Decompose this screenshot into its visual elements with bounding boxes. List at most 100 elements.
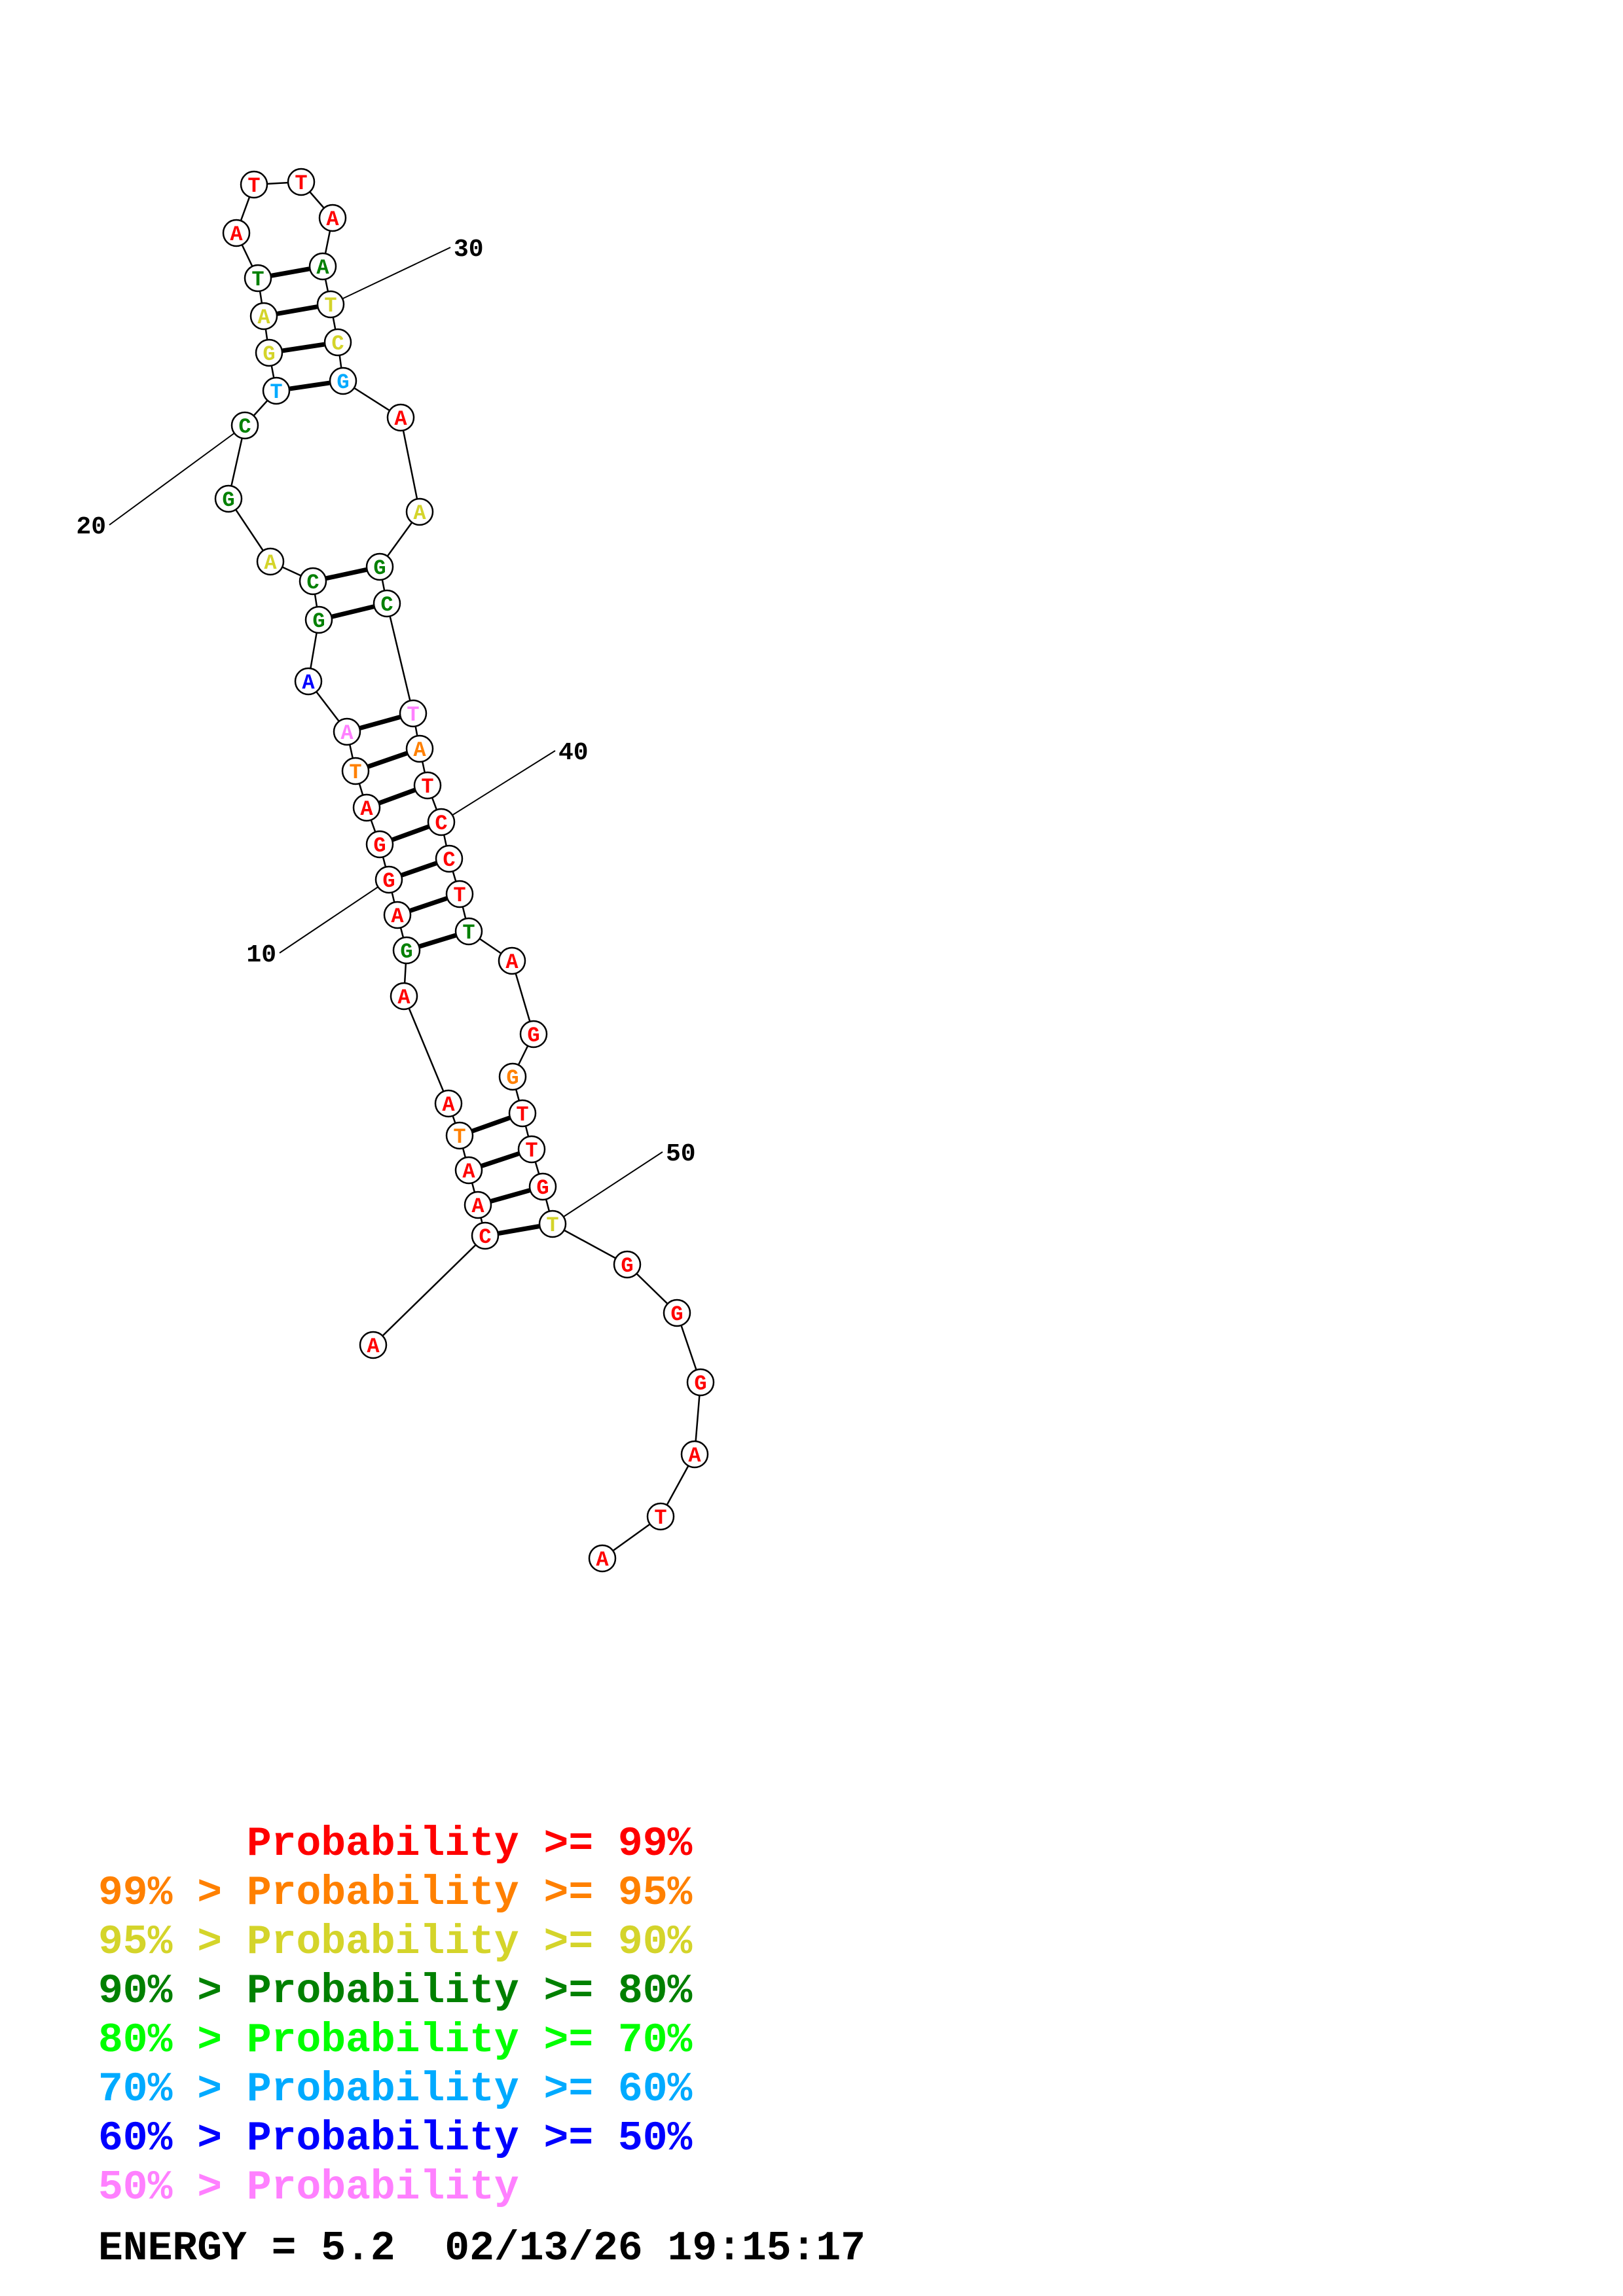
nucleotide-base: G — [337, 370, 349, 395]
nucleotide-circle — [222, 219, 251, 247]
nucleotide-20: C — [230, 411, 259, 440]
base-pair-bond — [289, 380, 330, 391]
nucleotide-circle — [316, 290, 345, 319]
nucleotide-56: A — [588, 1544, 617, 1573]
nucleotide-base: G — [373, 556, 386, 581]
nucleotide-circle — [663, 1299, 691, 1327]
nucleotide-circle — [405, 497, 434, 526]
nucleotide-base: C — [443, 848, 455, 872]
nucleotide-16: G — [304, 605, 333, 634]
nucleotide-4: A — [454, 1156, 483, 1185]
nucleotide-base: G — [263, 342, 275, 367]
nucleotide-circle — [249, 302, 278, 331]
position-number: 20 — [76, 513, 106, 541]
nucleotide-base: A — [413, 738, 426, 762]
base-pair-bond — [419, 933, 456, 949]
nucleotide-circle — [323, 328, 352, 357]
nucleotide-base: T — [247, 174, 260, 198]
nucleotide-base: A — [326, 207, 339, 232]
nucleotide-21: T — [262, 376, 291, 405]
base-pair-bond — [392, 824, 429, 842]
nucleotide-base: G — [694, 1372, 706, 1396]
base-pair-bond — [367, 751, 408, 769]
nucleotide-42: T — [445, 880, 474, 908]
number-tick — [109, 425, 246, 526]
nucleotide-circle — [464, 1191, 492, 1219]
nucleotide-base: A — [442, 1093, 455, 1117]
base-pair-bond — [378, 787, 416, 806]
position-number: 50 — [666, 1140, 696, 1168]
nucleotide-circle — [373, 589, 401, 618]
legend-row: 80% > Probability >= 70% — [98, 2017, 693, 2064]
base-pair-bond — [359, 715, 401, 730]
base-pair-bond — [282, 342, 325, 353]
position-number: 40 — [558, 739, 589, 767]
nucleotide-circle — [390, 982, 418, 1011]
nucleotide-3: A — [464, 1191, 492, 1219]
nucleotide-circle — [230, 411, 259, 440]
nucleotide-35: G — [365, 552, 394, 581]
base-pair-bond — [481, 1151, 520, 1168]
nucleotide-base: A — [257, 306, 270, 330]
nucleotide-base: G — [373, 834, 386, 858]
nucleotide-base: C — [306, 571, 319, 595]
nucleotide-51: G — [613, 1250, 642, 1279]
nucleotide-circle — [255, 338, 283, 367]
nucleotide-1: A — [359, 1331, 388, 1359]
nucleotide-base: C — [435, 812, 447, 836]
nucleotide-base: T — [453, 1125, 465, 1149]
base-pair-bond — [331, 604, 374, 619]
nucleotide-circle — [262, 376, 291, 405]
legend-row: 50% > Probability — [98, 2164, 519, 2211]
base-pair-bond — [401, 861, 437, 878]
nucleotide-circle — [680, 1440, 709, 1469]
nucleotide-circle — [427, 808, 456, 836]
nucleotide-base: G — [400, 940, 412, 964]
nucleotide-base: T — [407, 703, 419, 727]
nucleotide-28: A — [318, 204, 347, 232]
nucleotide-39: T — [413, 771, 442, 800]
nucleotide-circle — [294, 667, 323, 696]
nucleotide-base: C — [331, 332, 344, 356]
energy-footer: ENERGY = 5.2 02/13/26 19:15:17 — [98, 2225, 866, 2272]
nucleotide-circle — [383, 901, 412, 929]
nucleotide-29: A — [308, 252, 337, 281]
nucleotide-23: A — [249, 302, 278, 331]
nucleotide-circle — [454, 1156, 483, 1185]
nucleotide-30: T — [316, 290, 345, 319]
nucleotide-17: C — [299, 567, 327, 596]
nucleotide-circle — [686, 1368, 715, 1397]
nucleotide-base: G — [312, 609, 325, 634]
nucleotide-46: G — [498, 1062, 527, 1091]
nucleotide-base: A — [360, 797, 373, 821]
nucleotide-40: C — [427, 808, 456, 836]
nucleotide-circle — [471, 1221, 500, 1250]
nucleotide-47: T — [508, 1099, 537, 1128]
nucleotide-base: T — [251, 268, 264, 292]
nucleotide-circle — [244, 264, 272, 293]
nucleotide-19: G — [214, 484, 243, 513]
nucleotide-base: T — [270, 380, 282, 404]
legend-row: 90% > Probability >= 80% — [98, 1968, 693, 2015]
nucleotide-38: A — [405, 734, 434, 763]
nucleotide-49: G — [528, 1172, 557, 1201]
nucleotide-base: T — [421, 775, 433, 799]
nucleotide-37: T — [399, 699, 428, 728]
nucleotide-base: A — [302, 671, 315, 695]
nucleotide-base: G — [222, 488, 234, 512]
nucleotide-base: T — [516, 1103, 528, 1127]
position-numbers: 10 20 30 40 50 — [76, 236, 696, 1225]
nucleotide-base: A — [230, 223, 243, 247]
base-pair-bond — [490, 1188, 530, 1204]
nucleotide-52: G — [663, 1299, 691, 1327]
nucleotide-circle — [374, 865, 403, 894]
nucleotide-base: A — [340, 721, 354, 745]
nucleotide-48: T — [517, 1135, 546, 1164]
nucleotide-base: T — [324, 294, 337, 318]
nucleotide-circle — [538, 1210, 567, 1238]
nucleotide-circle — [613, 1250, 642, 1279]
nucleotide-base: A — [367, 1335, 380, 1359]
nucleotide-41: C — [435, 844, 464, 873]
